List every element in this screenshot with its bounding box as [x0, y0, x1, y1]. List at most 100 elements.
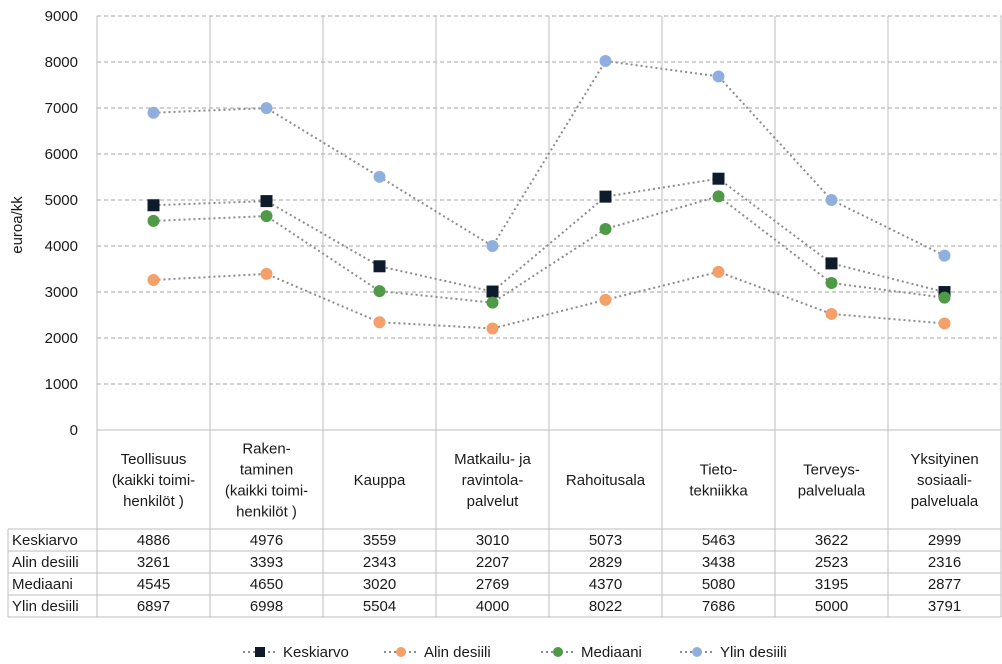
series-line: [153, 59, 945, 257]
data-point-circle: [712, 190, 725, 203]
table-cell: 2316: [928, 554, 961, 571]
legend-item: Ylin desiili: [680, 644, 787, 661]
category-label-line: Yksityinen: [910, 451, 978, 468]
category-label: Kauppa: [354, 472, 406, 489]
data-point-circle: [938, 291, 951, 304]
table-cell: 2999: [928, 532, 961, 549]
table-cell: 3438: [702, 554, 735, 571]
category-label-line: taminen: [240, 462, 293, 479]
data-point-circle: [147, 214, 160, 227]
y-tick-label: 3000: [45, 284, 78, 301]
data-point-circle: [373, 316, 386, 329]
category-label-line: tekniikka: [689, 483, 748, 500]
legend-label: Ylin desiili: [720, 644, 787, 661]
legend-marker-circle: [553, 647, 563, 657]
legend-label: Mediaani: [581, 644, 642, 661]
table-cell: 4976: [250, 532, 283, 549]
category-labels: Teollisuus (kaikki toimi-henkilöt ) Raken-…: [112, 441, 979, 521]
category-label-line: (kaikki toimi-: [225, 483, 308, 500]
data-point-circle: [825, 307, 838, 320]
table-cell: 2829: [589, 554, 622, 571]
table-cell: 2207: [476, 554, 509, 571]
data-point-circle: [825, 194, 838, 206]
y-tick-label: 9000: [45, 8, 78, 25]
table-cell: 3195: [815, 576, 848, 593]
legend-item: Mediaani: [541, 644, 642, 661]
data-point-circle: [147, 106, 160, 119]
legend-label: Keskiarvo: [283, 644, 349, 661]
legend-marker-circle: [396, 647, 406, 657]
category-label-line: Kauppa: [354, 472, 406, 489]
category-label: Tieto-tekniikka: [689, 462, 748, 500]
category-label-line: Terveys-: [803, 462, 860, 479]
category-label-line: henkilöt ): [123, 493, 184, 510]
series-line: [153, 195, 945, 304]
data-point-circle: [599, 293, 612, 306]
table-cell: 3622: [815, 532, 848, 549]
data-point-square: [260, 195, 273, 208]
legend-label: Alin desiili: [424, 644, 491, 661]
category-label-line: ravintola-: [462, 472, 524, 489]
category-label-line: sosiaali-: [917, 472, 972, 489]
series-markers: [147, 54, 951, 335]
table-cell: 3020: [363, 576, 396, 593]
y-tick-labels: 0 1000 2000 3000 4000 5000 6000 7000 8000 9000: [45, 8, 78, 439]
data-point-circle: [373, 285, 386, 298]
data-point-square: [373, 260, 386, 273]
y-axis-label: euroa/kk: [9, 196, 26, 254]
table-cell: 5080: [702, 576, 735, 593]
table-cell: 5000: [815, 598, 848, 615]
table-cell: 4370: [589, 576, 622, 593]
table-cell: 3791: [928, 598, 961, 615]
data-point-circle: [373, 170, 386, 183]
table-cell: 6897: [137, 598, 170, 615]
category-label: Raken-taminen (kaikki toimi-henkilöt ): [225, 441, 308, 521]
data-point-circle: [938, 249, 951, 262]
category-label-line: Raken-: [242, 441, 290, 458]
category-label: Matkailu- ja ravintola-palvelut: [454, 451, 531, 510]
data-point-circle: [260, 267, 273, 280]
data-point-circle: [260, 102, 273, 115]
data-point-square: [486, 285, 499, 298]
data-point-circle: [486, 322, 499, 335]
table-cell: 5463: [702, 532, 735, 549]
legend-marker-square: [255, 647, 265, 657]
y-tick-label: 6000: [45, 146, 78, 163]
table-cell: 2877: [928, 576, 961, 593]
table-cell: 5073: [589, 532, 622, 549]
data-point-circle: [825, 277, 838, 290]
category-label: Teollisuus (kaikki toimi-henkilöt ): [112, 451, 195, 510]
category-label-line: palveluala: [911, 493, 979, 510]
category-label-line: (kaikki toimi-: [112, 472, 195, 489]
category-label-line: palveluala: [798, 483, 866, 500]
category-label-line: Tieto-: [700, 462, 738, 479]
category-label-line: Matkailu- ja: [454, 451, 531, 468]
legend: Keskiarvo Alin desiili Mediaani Ylin desiil…: [243, 644, 787, 661]
data-point-circle: [599, 54, 612, 67]
table-cell: 2769: [476, 576, 509, 593]
table-cell: 4545: [137, 576, 170, 593]
data-table: Keskiarvo 4886 4976 3559 3010 5073 5463 3622 299…: [7, 528, 1002, 618]
category-label-line: henkilöt ): [236, 504, 297, 521]
legend-marker-circle: [692, 647, 702, 657]
category-label: Yksityinen sosiaali-palveluala: [910, 451, 979, 510]
y-tick-label: 5000: [45, 192, 78, 209]
data-point-circle: [147, 273, 160, 286]
data-point-circle: [938, 317, 951, 330]
data-point-square: [147, 199, 160, 212]
y-tick-label: 4000: [45, 238, 78, 255]
data-point-square: [825, 257, 838, 270]
data-point-circle: [712, 265, 725, 278]
category-label: Rahoitusala: [566, 472, 646, 489]
legend-item: Alin desiili: [384, 644, 491, 661]
data-point-square: [599, 190, 612, 203]
table-cell: 4000: [476, 598, 509, 615]
data-point-circle: [486, 240, 499, 252]
table-cell: 6998: [250, 598, 283, 615]
category-label-line: palvelut: [467, 493, 520, 510]
table-row-header: Keskiarvo: [12, 532, 78, 549]
table-cell: 7686: [702, 598, 735, 615]
table-row-header: Mediaani: [12, 576, 73, 593]
category-label-line: Rahoitusala: [566, 472, 646, 489]
